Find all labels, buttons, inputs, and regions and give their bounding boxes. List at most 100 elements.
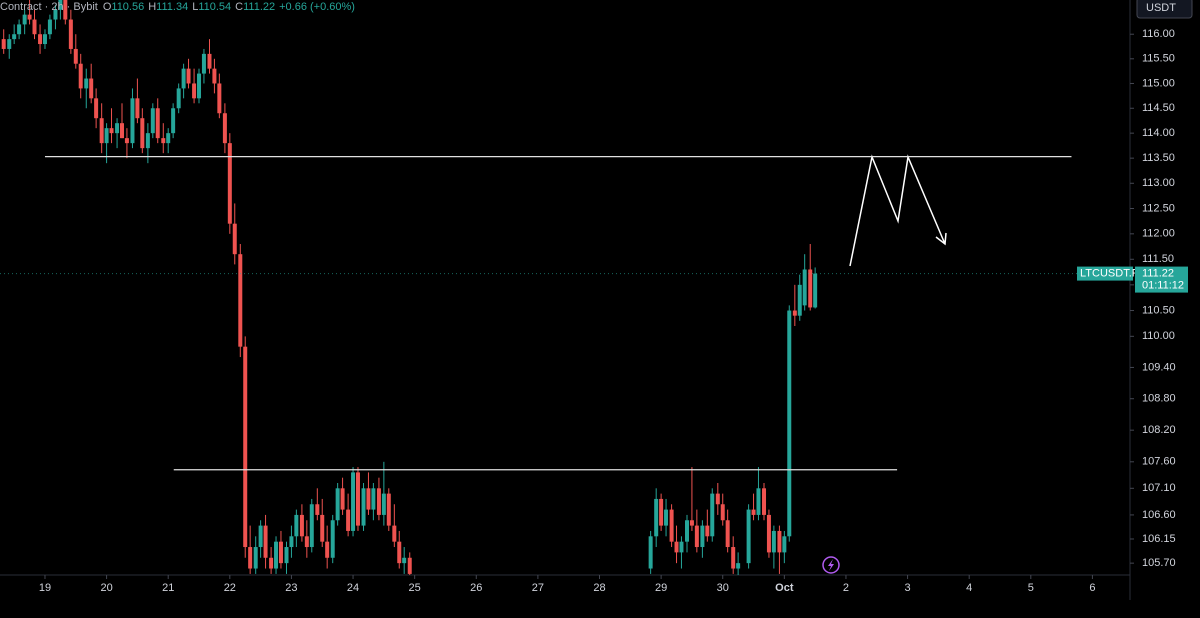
candle-body bbox=[274, 541, 279, 569]
candle-body bbox=[104, 128, 109, 144]
candle-body bbox=[355, 472, 360, 526]
y-tick-label: 108.80 bbox=[1142, 393, 1176, 405]
ohlc-label: O bbox=[103, 1, 112, 13]
candle-body bbox=[679, 541, 684, 553]
candle-body bbox=[371, 488, 376, 510]
candle-body bbox=[258, 525, 263, 548]
candle-body bbox=[27, 14, 32, 20]
candle-body bbox=[207, 53, 212, 69]
candle-body bbox=[762, 488, 767, 515]
candle-body bbox=[746, 509, 751, 564]
countdown: 01:11:12 bbox=[1142, 279, 1184, 291]
candle-body bbox=[253, 547, 258, 569]
x-tick-label: 22 bbox=[224, 582, 236, 594]
candle-body bbox=[402, 557, 407, 564]
x-tick-label: 5 bbox=[1028, 582, 1034, 594]
price-axis: 116.00 115.50 115.00 114.50 114.00 113.50 113.… bbox=[1130, 28, 1176, 569]
y-tick-label: 115.00 bbox=[1142, 77, 1175, 89]
candle-body bbox=[705, 525, 710, 537]
change: +0.66 (+0.60%) bbox=[279, 1, 355, 13]
x-tick-label: 6 bbox=[1089, 582, 1095, 594]
y-tick-label: 116.00 bbox=[1142, 28, 1175, 40]
candle-body bbox=[1, 39, 6, 49]
symbol: LTCUSDT.P bbox=[1080, 267, 1139, 279]
candle-body bbox=[289, 536, 294, 548]
x-tick-label: 2 bbox=[843, 582, 849, 594]
candle-body bbox=[351, 472, 356, 531]
candle-body bbox=[201, 53, 206, 74]
candle-body bbox=[304, 536, 309, 548]
x-tick-label: 25 bbox=[409, 582, 421, 594]
y-tick-label: 113.50 bbox=[1142, 152, 1175, 164]
candle-body bbox=[22, 14, 27, 25]
candle-body bbox=[654, 498, 659, 537]
candle-body bbox=[659, 498, 664, 526]
candle-body bbox=[150, 108, 155, 134]
candle-body bbox=[248, 547, 253, 569]
candle-body bbox=[808, 269, 813, 308]
candle-body bbox=[782, 536, 787, 553]
candle-body bbox=[315, 504, 320, 515]
x-tick-label: 30 bbox=[717, 582, 729, 594]
x-tick-label: 26 bbox=[470, 582, 482, 594]
x-tick-label: 4 bbox=[966, 582, 972, 594]
candle-body bbox=[736, 563, 741, 569]
y-tick-label: 106.60 bbox=[1142, 509, 1176, 521]
ohlc-header: Contract · 2h · Bybit O110.56 H111.34 L110.… bbox=[0, 1, 355, 13]
candle-body bbox=[89, 78, 94, 99]
candle-body bbox=[366, 488, 371, 510]
candle-body bbox=[731, 547, 736, 569]
candle-body bbox=[73, 48, 78, 64]
y-tick-label: 111.50 bbox=[1142, 253, 1174, 265]
candle-body bbox=[361, 488, 366, 526]
candle-body bbox=[720, 504, 725, 521]
candle-body bbox=[145, 133, 150, 149]
y-tick-label: 106.15 bbox=[1142, 533, 1176, 545]
candle-body bbox=[710, 493, 715, 537]
candle-body bbox=[58, 0, 63, 10]
ohlc-label: H bbox=[148, 1, 156, 13]
alert-icon[interactable] bbox=[822, 556, 840, 574]
y-tick-label: 107.60 bbox=[1142, 456, 1176, 468]
candle-body bbox=[192, 83, 197, 99]
x-tick-label: 19 bbox=[39, 582, 51, 594]
candle-body bbox=[12, 34, 17, 40]
y-tick-label: 112.00 bbox=[1142, 228, 1175, 240]
candle-body bbox=[777, 530, 782, 553]
y-tick-label: 115.50 bbox=[1142, 53, 1175, 65]
candle-body bbox=[664, 509, 669, 526]
candle-body bbox=[335, 488, 340, 521]
candle-body bbox=[63, 0, 68, 20]
candle-body bbox=[397, 541, 402, 564]
candle-body bbox=[17, 24, 22, 35]
candle-body bbox=[155, 108, 160, 139]
candle-body bbox=[42, 34, 47, 45]
candle-body bbox=[32, 19, 37, 35]
candle-body bbox=[166, 133, 171, 144]
candle-body bbox=[346, 509, 351, 531]
arrow-head bbox=[935, 232, 947, 246]
candle-body bbox=[392, 525, 397, 542]
alert-bolt bbox=[828, 559, 834, 571]
candle-body bbox=[407, 557, 412, 574]
y-tick-label: 108.20 bbox=[1142, 424, 1176, 436]
y-tick-label: 114.50 bbox=[1142, 102, 1175, 114]
x-tick-label: 23 bbox=[285, 582, 297, 594]
candle-body bbox=[700, 525, 705, 548]
ohlc-value: 111.22 bbox=[243, 1, 275, 13]
x-tick-label: 21 bbox=[162, 582, 174, 594]
y-tick-label: 110.50 bbox=[1142, 304, 1175, 316]
candle-body bbox=[797, 284, 802, 316]
candle-body bbox=[689, 520, 694, 526]
candle-body bbox=[802, 269, 807, 306]
x-tick-label: 29 bbox=[655, 582, 667, 594]
candle-body bbox=[771, 530, 776, 553]
x-tick-label: Oct bbox=[775, 582, 794, 594]
header-title: Contract · 2h · Bybit bbox=[0, 1, 98, 13]
candle-body bbox=[109, 128, 114, 134]
currency-box[interactable] bbox=[1136, 0, 1193, 19]
plot-area bbox=[1, 0, 818, 575]
candle-body bbox=[38, 34, 43, 45]
candle-body bbox=[227, 143, 232, 224]
